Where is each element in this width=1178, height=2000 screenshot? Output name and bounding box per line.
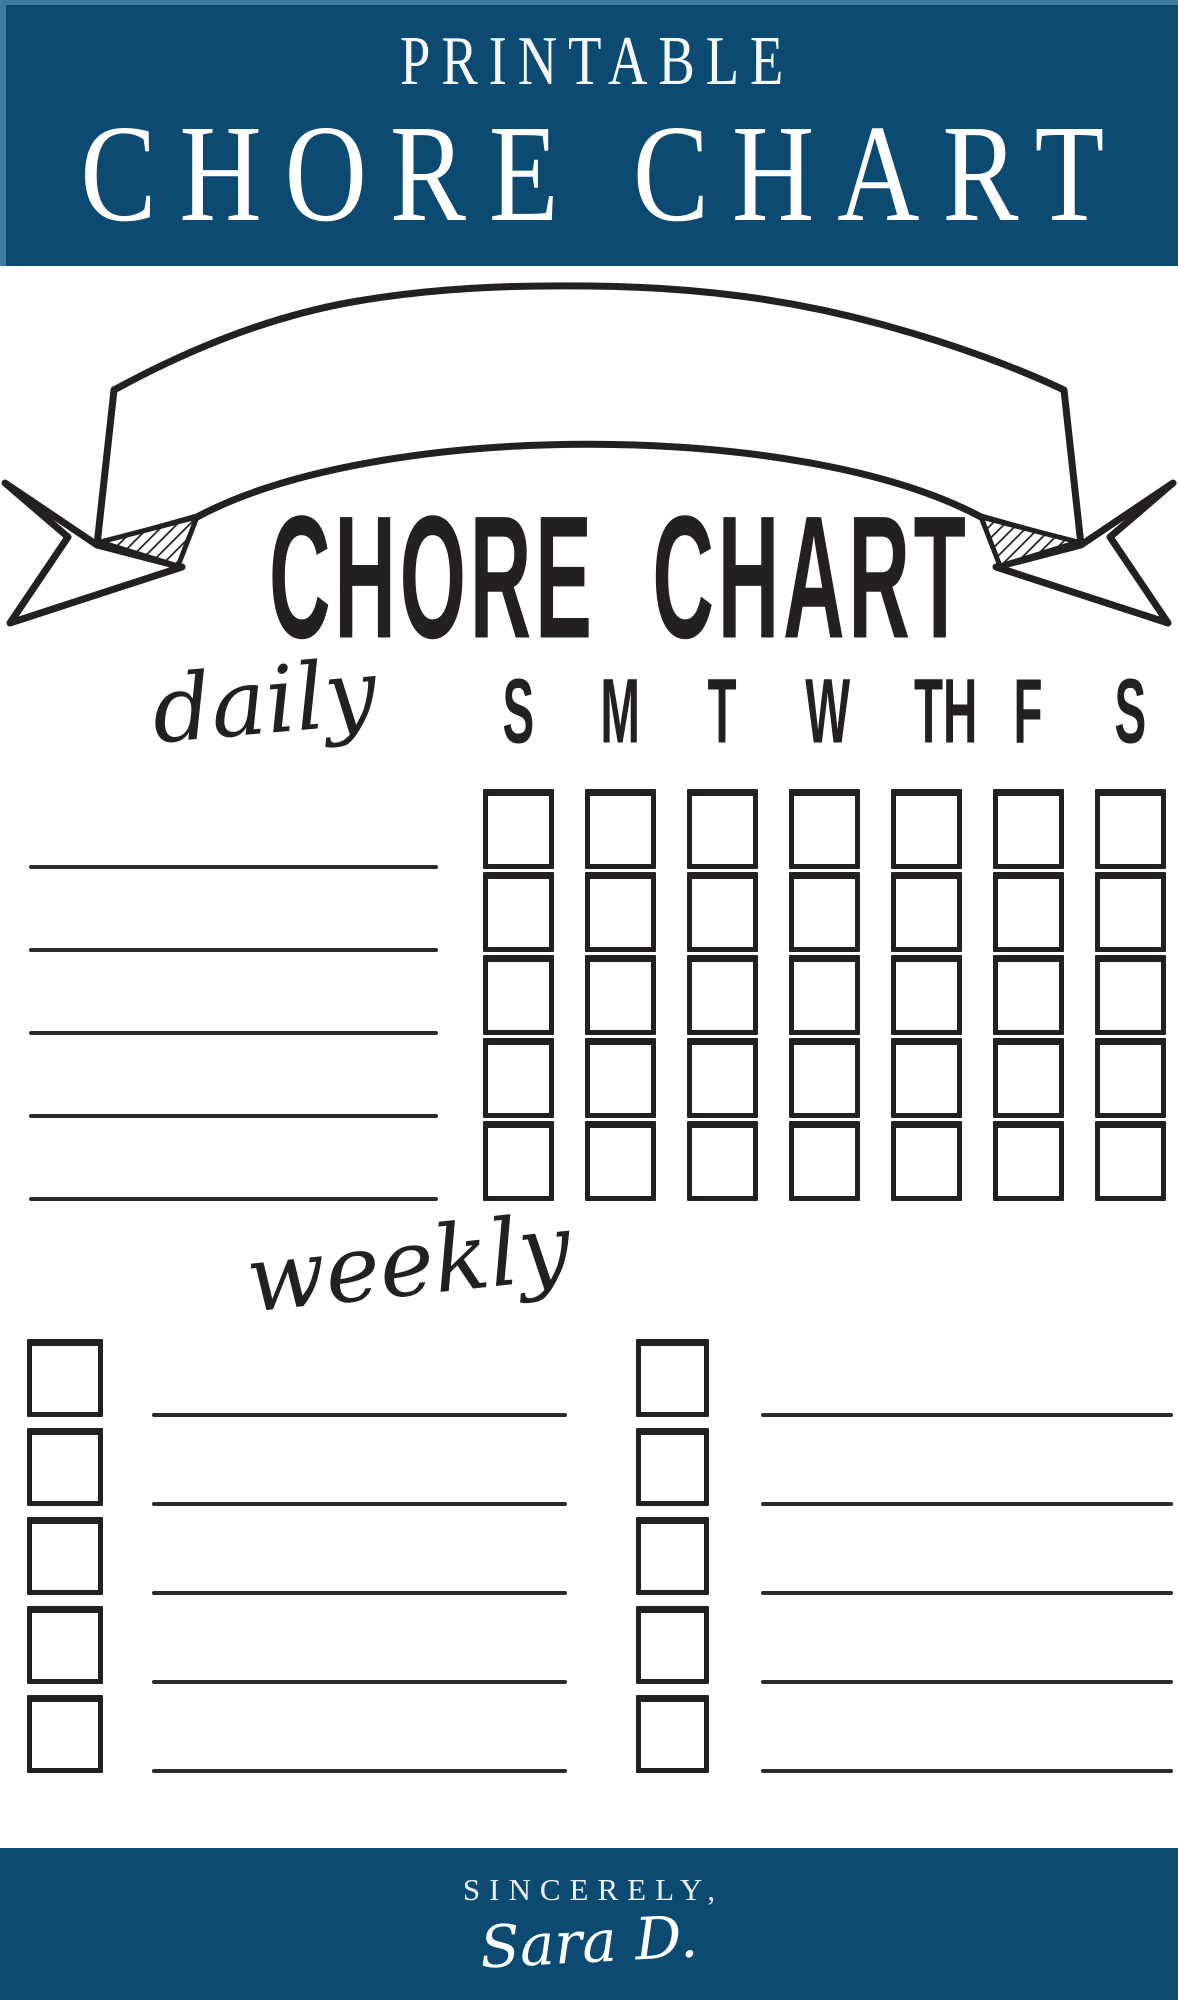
daily-checkbox: [687, 955, 758, 1035]
day-header-col-1: M: [585, 666, 656, 758]
daily-checkbox: [789, 789, 860, 869]
daily-checkbox: [891, 872, 962, 952]
weekly-checkbox: [636, 1606, 709, 1684]
weekly-task-line: [761, 1769, 1173, 1773]
daily-checkbox: [891, 1038, 962, 1118]
daily-checkbox: [687, 1038, 758, 1118]
daily-checkbox: [483, 1038, 554, 1118]
daily-checkbox: [585, 789, 656, 869]
ribbon-band-shape: [93, 282, 1085, 549]
header-title: CHORE CHART: [80, 97, 1127, 251]
daily-checkbox: [687, 789, 758, 869]
daily-checkbox: [993, 789, 1064, 869]
header-banner: PRINTABLE CHORE CHART: [0, 0, 1178, 266]
footer: SINCERELY, Sara D.: [0, 1848, 1178, 2000]
footer-signature: Sara D.: [478, 1902, 700, 1982]
day-header-col-2: T: [687, 666, 758, 758]
weekly-checkbox: [636, 1695, 709, 1773]
daily-checkbox: [891, 955, 962, 1035]
weekly-checkbox: [27, 1517, 103, 1595]
daily-checkbox: [483, 872, 554, 952]
daily-checkbox: [993, 1038, 1064, 1118]
daily-checkbox: [993, 955, 1064, 1035]
daily-checkbox: [687, 1121, 758, 1201]
banner-title: CHORE CHART: [30, 489, 1178, 664]
daily-checkbox: [1095, 1121, 1166, 1201]
daily-checkbox: [585, 1121, 656, 1201]
daily-checkbox: [483, 955, 554, 1035]
daily-checkbox: [1095, 955, 1166, 1035]
daily-checkbox: [483, 789, 554, 869]
daily-checkbox: [993, 1121, 1064, 1201]
day-header-row: S M T W TH F S: [483, 666, 1166, 758]
banner-title-text: CHORE CHART: [268, 478, 970, 675]
weekly-task-line: [761, 1502, 1173, 1506]
weekly-task-line: [152, 1502, 567, 1506]
daily-checkbox: [1095, 789, 1166, 869]
daily-checkbox: [585, 1038, 656, 1118]
daily-task-line: [29, 1114, 438, 1118]
day-header-label: W: [805, 660, 851, 763]
weekly-checkbox: [27, 1695, 103, 1773]
day-header-label: T: [707, 660, 738, 763]
day-header-col-6: S: [1095, 666, 1166, 758]
weekly-task-line: [761, 1591, 1173, 1595]
footer-closing: SINCERELY,: [462, 1872, 725, 1907]
daily-checkbox: [585, 955, 656, 1035]
weekly-checkbox: [636, 1517, 709, 1595]
day-header-col-0: S: [483, 666, 554, 758]
daily-checkbox: [687, 872, 758, 952]
ribbon-fold-left-shape: [97, 514, 200, 569]
daily-checkbox: [483, 1121, 554, 1201]
daily-task-line: [29, 948, 438, 952]
day-header-col-3: W: [789, 666, 860, 758]
daily-task-line: [29, 1031, 438, 1035]
day-header-label: M: [600, 660, 641, 763]
daily-task-line: [29, 1197, 438, 1201]
ribbon-banner-graphic: [1, 282, 1177, 627]
weekly-task-line: [761, 1680, 1173, 1684]
weekly-checkbox: [636, 1428, 709, 1506]
weekly-checkbox: [636, 1339, 709, 1417]
daily-task-line: [29, 865, 438, 869]
daily-checkbox: [789, 1121, 860, 1201]
daily-checkbox: [891, 1121, 962, 1201]
day-header-col-5: F: [993, 666, 1064, 758]
daily-checkbox: [891, 789, 962, 869]
daily-checkbox: [993, 872, 1064, 952]
day-header-label: S: [1114, 660, 1147, 763]
day-header-label: S: [502, 660, 535, 763]
weekly-section-label: weekly: [241, 1193, 576, 1334]
daily-checkbox: [1095, 872, 1166, 952]
ribbon-fold-right-shape: [978, 514, 1081, 569]
daily-checkbox: [789, 1038, 860, 1118]
weekly-task-line: [152, 1591, 567, 1595]
daily-checkbox: [789, 955, 860, 1035]
daily-checkbox: [789, 872, 860, 952]
weekly-task-line: [152, 1769, 567, 1773]
daily-section-label: daily: [147, 638, 381, 765]
day-header-label: TH: [913, 660, 978, 763]
weekly-checkbox: [27, 1428, 103, 1506]
header-eyebrow: PRINTABLE: [400, 23, 795, 100]
weekly-task-line: [761, 1413, 1173, 1417]
weekly-task-line: [152, 1413, 567, 1417]
day-header-label: F: [1013, 660, 1044, 763]
daily-checkbox: [585, 872, 656, 952]
daily-checkbox: [1095, 1038, 1166, 1118]
weekly-checkbox: [27, 1339, 103, 1417]
day-header-col-4: TH: [891, 666, 977, 758]
weekly-checkbox: [27, 1606, 103, 1684]
weekly-task-line: [152, 1680, 567, 1684]
